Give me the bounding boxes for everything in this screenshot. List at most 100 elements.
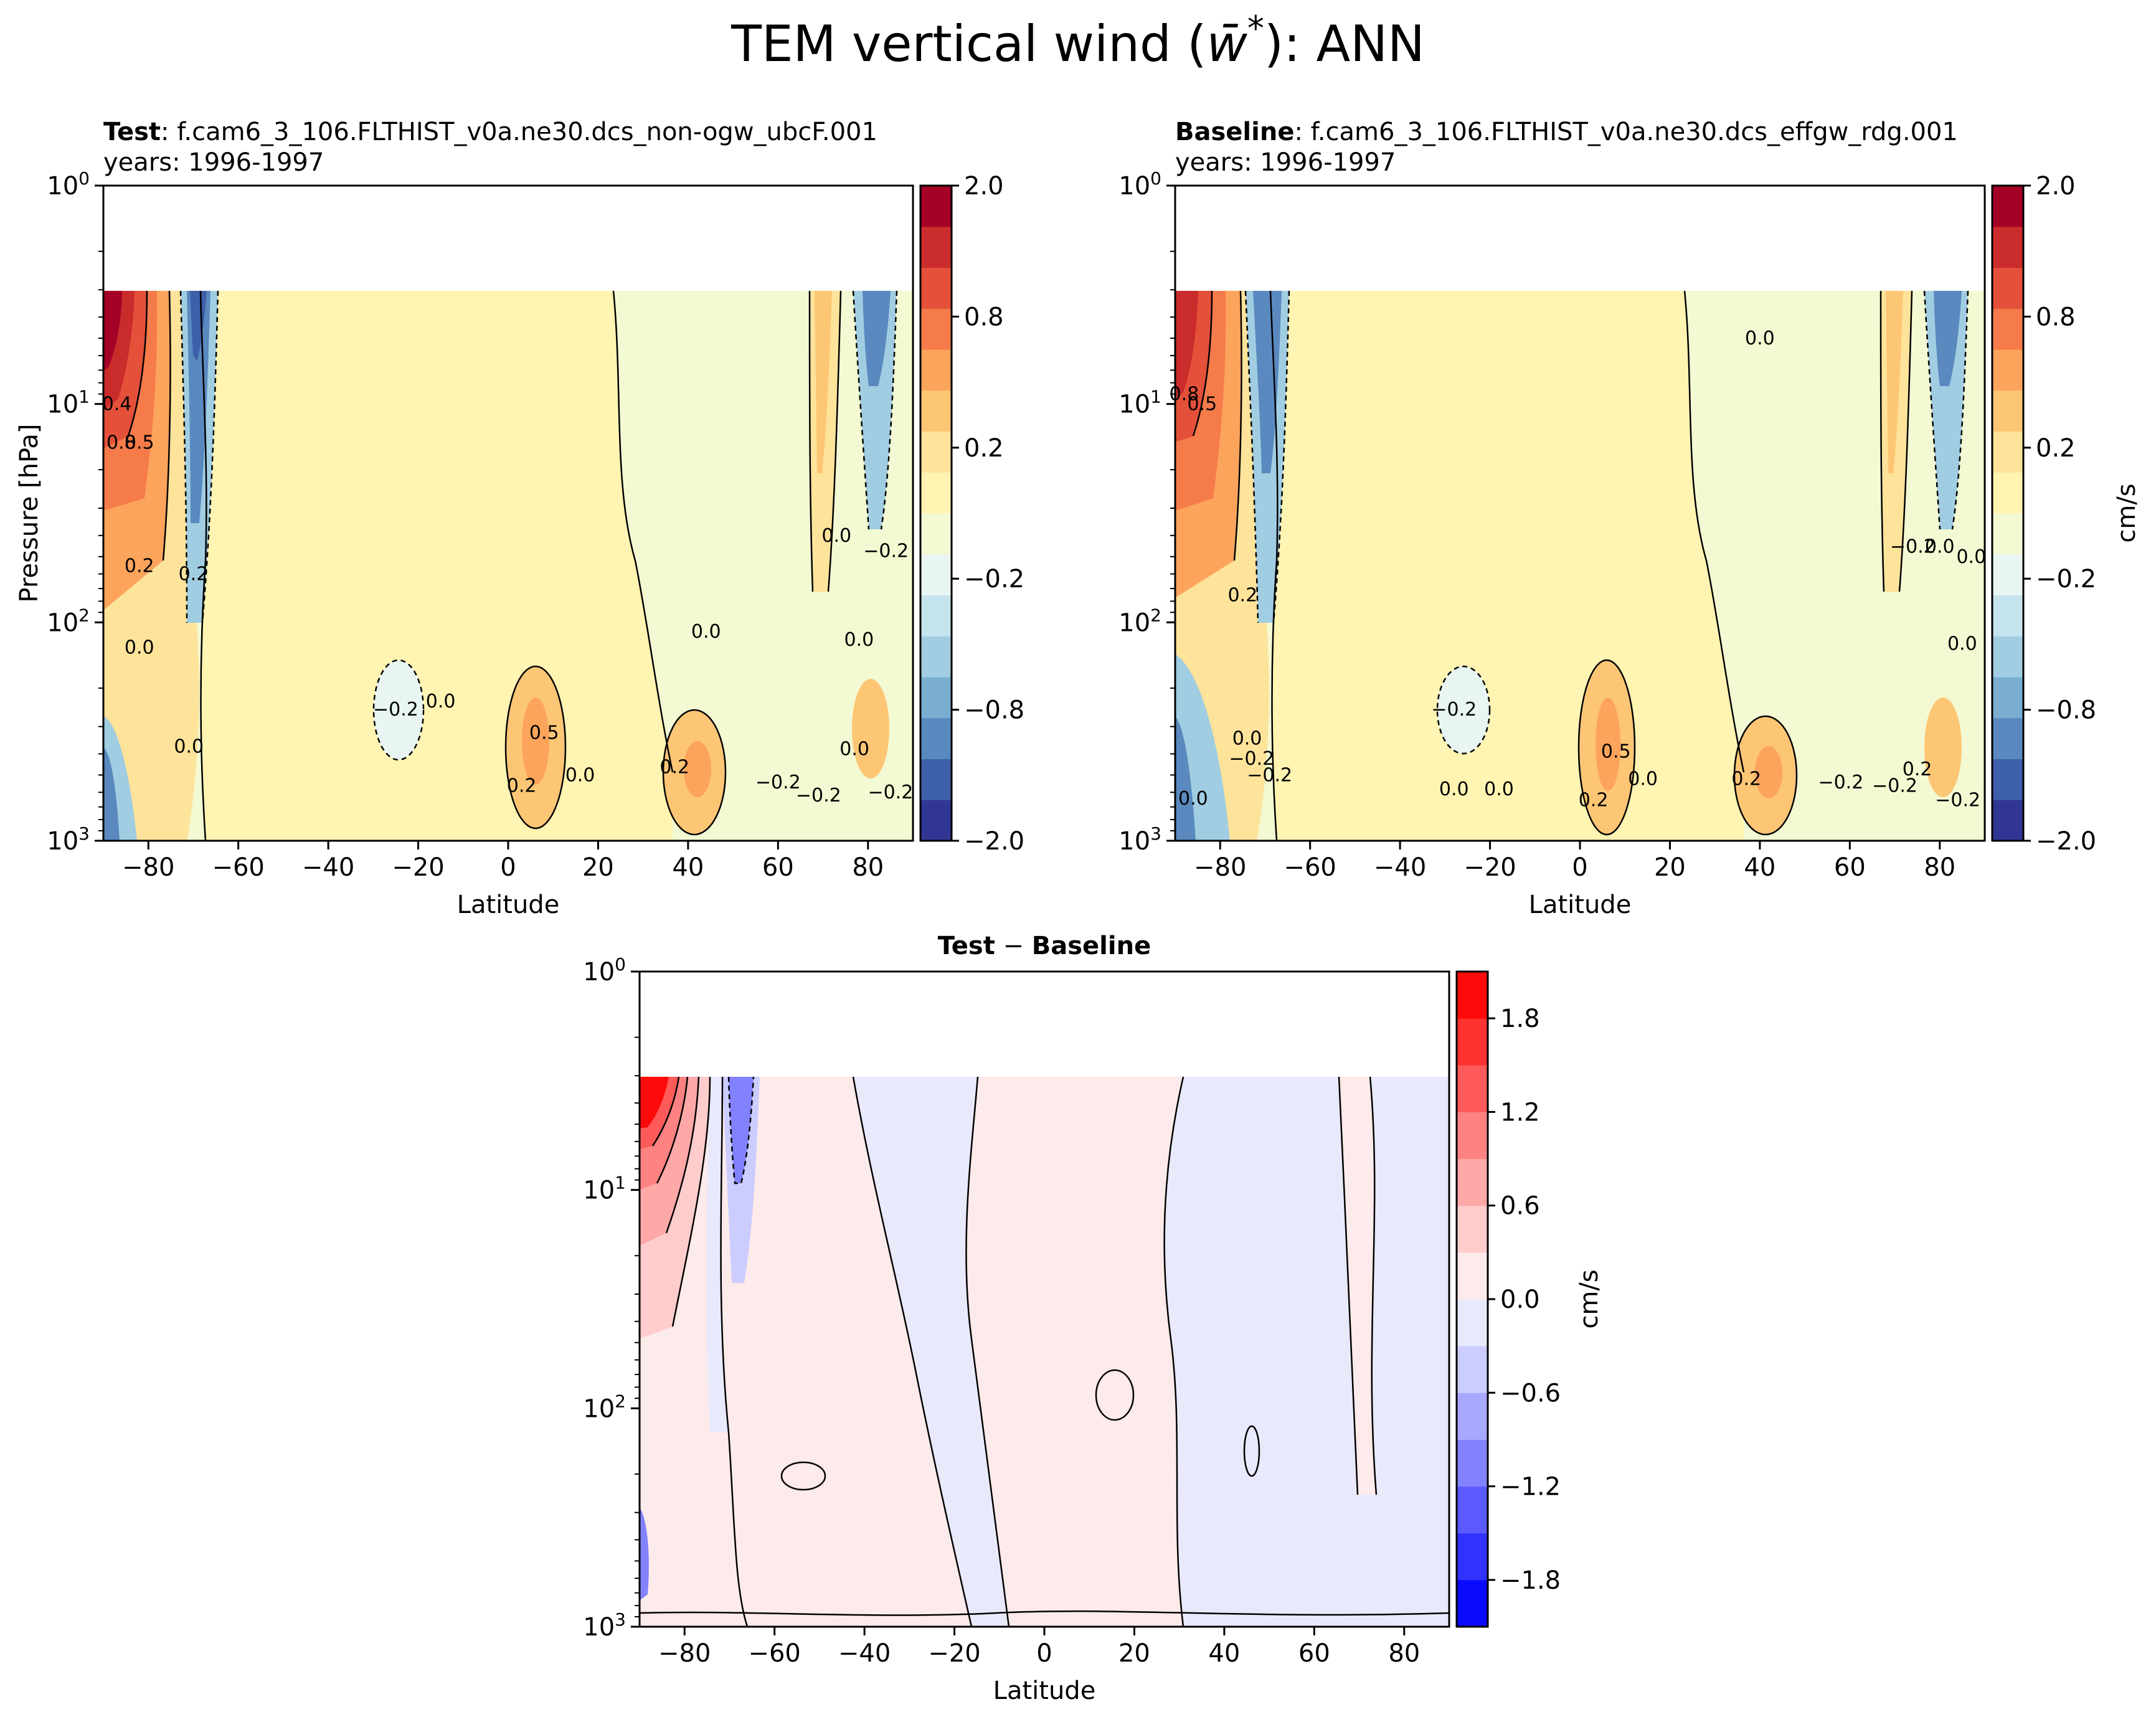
field-fill-cell: [1596, 698, 1620, 791]
colorbar-segment: [920, 472, 952, 514]
colorbar-segment: [920, 513, 952, 555]
contour-line: [1898, 290, 1913, 592]
contour-label: 0.2: [1227, 585, 1257, 607]
contour-line: [127, 290, 148, 437]
contour-label: −0.2: [373, 699, 418, 721]
contour-line: [372, 659, 425, 761]
contour-line: [720, 1076, 749, 1627]
field-fill-north-pos-deep: [815, 291, 832, 473]
x-axis-label: Latitude: [457, 891, 560, 919]
colorbar-segment: [920, 554, 952, 595]
field-fill-north-pos-deep: [1886, 291, 1903, 473]
x-tick-label: 20: [1654, 853, 1686, 882]
panel-difference: Test − Baseline: [583, 932, 1604, 1705]
x-tick-label: −20: [392, 853, 444, 882]
colorbar-tick-label: 0.8: [2036, 303, 2076, 331]
contour-lines: [127, 290, 842, 841]
contour-field: [103, 290, 913, 841]
contour-lines: [640, 1076, 1449, 1627]
colorbar-segment: [920, 308, 952, 350]
field-fill-cell: [1437, 666, 1490, 754]
panel-subtitle: years: 1996-1997: [103, 148, 324, 177]
y-tick-label: 101: [583, 1173, 626, 1205]
contour-lines-dashed: [1244, 290, 1969, 755]
colorbar-segment: [1992, 800, 2023, 841]
colorbar: 2.0 0.8 0.2 −0.2 −0.8 −2.0: [919, 172, 1024, 856]
contour-label: 0.0: [1628, 768, 1658, 790]
panel-test: Test: f.cam6_3_106.FLTHIST_v0a.ne30.dcs_…: [15, 118, 1024, 919]
colorbar-tick-label: −2.0: [2036, 827, 2096, 856]
contour-line: [179, 290, 188, 623]
colorbar-label: cm/s: [1575, 1269, 1604, 1328]
x-axis: −80 −60 −40 −20 0 20 40 60 80: [122, 841, 884, 882]
contour-label: −0.2: [755, 772, 801, 793]
colorbar-segment: [1457, 972, 1488, 1019]
x-tick-label: 40: [1744, 853, 1775, 882]
colorbar-tick-label: −1.8: [1500, 1566, 1561, 1595]
colorbar-tick-label: 0.6: [1500, 1192, 1540, 1221]
contour-label: 0.0: [821, 525, 851, 547]
colorbar-segment: [1457, 1205, 1488, 1253]
contour-line: [1436, 665, 1491, 755]
field-fill-north-neg-deep: [1934, 291, 1962, 386]
colorbar-segment: [1992, 759, 2023, 800]
colorbar-segment: [920, 759, 952, 800]
contour-label: 0.0: [1925, 536, 1955, 558]
contour-line: [504, 665, 567, 830]
contour-line: [201, 290, 219, 623]
contour-line: [671, 1076, 711, 1327]
contour-line: [651, 1076, 680, 1147]
field-fill-south-pos-5: [640, 1077, 669, 1128]
contour-line: [1879, 290, 1885, 592]
figure-title: TEM vertical wind (w̄*): ANN: [730, 9, 1425, 73]
x-tick-label: 80: [852, 853, 884, 882]
colorbar-tick-label: −1.2: [1500, 1473, 1561, 1502]
field-fill-north-neg: [1924, 291, 1968, 529]
contour-label: 0.0: [1439, 778, 1469, 800]
panel-title: Baseline: f.cam6_3_106.FLTHIST_v0a.ne30.…: [1175, 118, 1958, 146]
contour-line: [780, 1461, 826, 1491]
x-tick-label: 0: [1572, 853, 1587, 882]
contour-label: −0.2: [1229, 748, 1274, 770]
contour-label: 0.0: [839, 739, 869, 760]
colorbar-tick-label: 0.8: [964, 303, 1004, 331]
contour-line: [662, 709, 727, 836]
contour-label: −0.2: [796, 785, 841, 807]
field-positive-region: [1339, 1077, 1376, 1495]
contour-label: 0.0: [1484, 778, 1514, 800]
contour-field: [640, 1076, 1449, 1627]
y-tick-label: 102: [583, 1391, 626, 1423]
contour-label: −0.2: [1890, 536, 1936, 558]
colorbar-tick-label: −0.2: [964, 565, 1024, 594]
field-fill-cell: [374, 660, 423, 760]
panel-title: Test − Baseline: [938, 932, 1151, 960]
y-axis: 100 101 102 103: [47, 168, 103, 856]
y-axis: 100 101 102 103: [1118, 168, 1175, 856]
colorbar-segment: [1457, 1299, 1488, 1346]
contour-line: [880, 290, 898, 530]
field-fill-south-low-deep: [1175, 716, 1196, 841]
colorbar-segment: [1457, 1486, 1488, 1534]
contour-label: 0.2: [179, 564, 209, 585]
x-tick-label: −60: [212, 853, 264, 882]
contour-line: [1243, 1425, 1260, 1477]
x-tick-label: 20: [582, 853, 614, 882]
contour-label: −0.2: [1431, 699, 1477, 721]
contour-label: 0.5: [1601, 741, 1631, 763]
contour-line: [1338, 1076, 1378, 1495]
field-fill-south-neg-2: [1253, 291, 1282, 473]
colorbar: 2.0 0.8 0.2 −0.2 −0.8 −2.0: [1991, 172, 2096, 856]
contour-label: −0.2: [1872, 775, 1917, 797]
colorbar-segment: [1457, 1158, 1488, 1206]
colorbar-tick-label: 2.0: [2036, 172, 2076, 201]
x-tick-label: 40: [672, 853, 704, 882]
colorbar-segment: [920, 431, 952, 473]
colorbar-segment: [920, 636, 952, 678]
contour-line: [1733, 715, 1798, 836]
colorbar-segment: [920, 186, 952, 227]
x-tick-label: 60: [1834, 853, 1866, 882]
field-fill-cell: [522, 698, 549, 785]
contour-label: 0.0: [844, 629, 874, 651]
x-tick-label: 60: [762, 853, 794, 882]
contour-line: [199, 290, 207, 841]
